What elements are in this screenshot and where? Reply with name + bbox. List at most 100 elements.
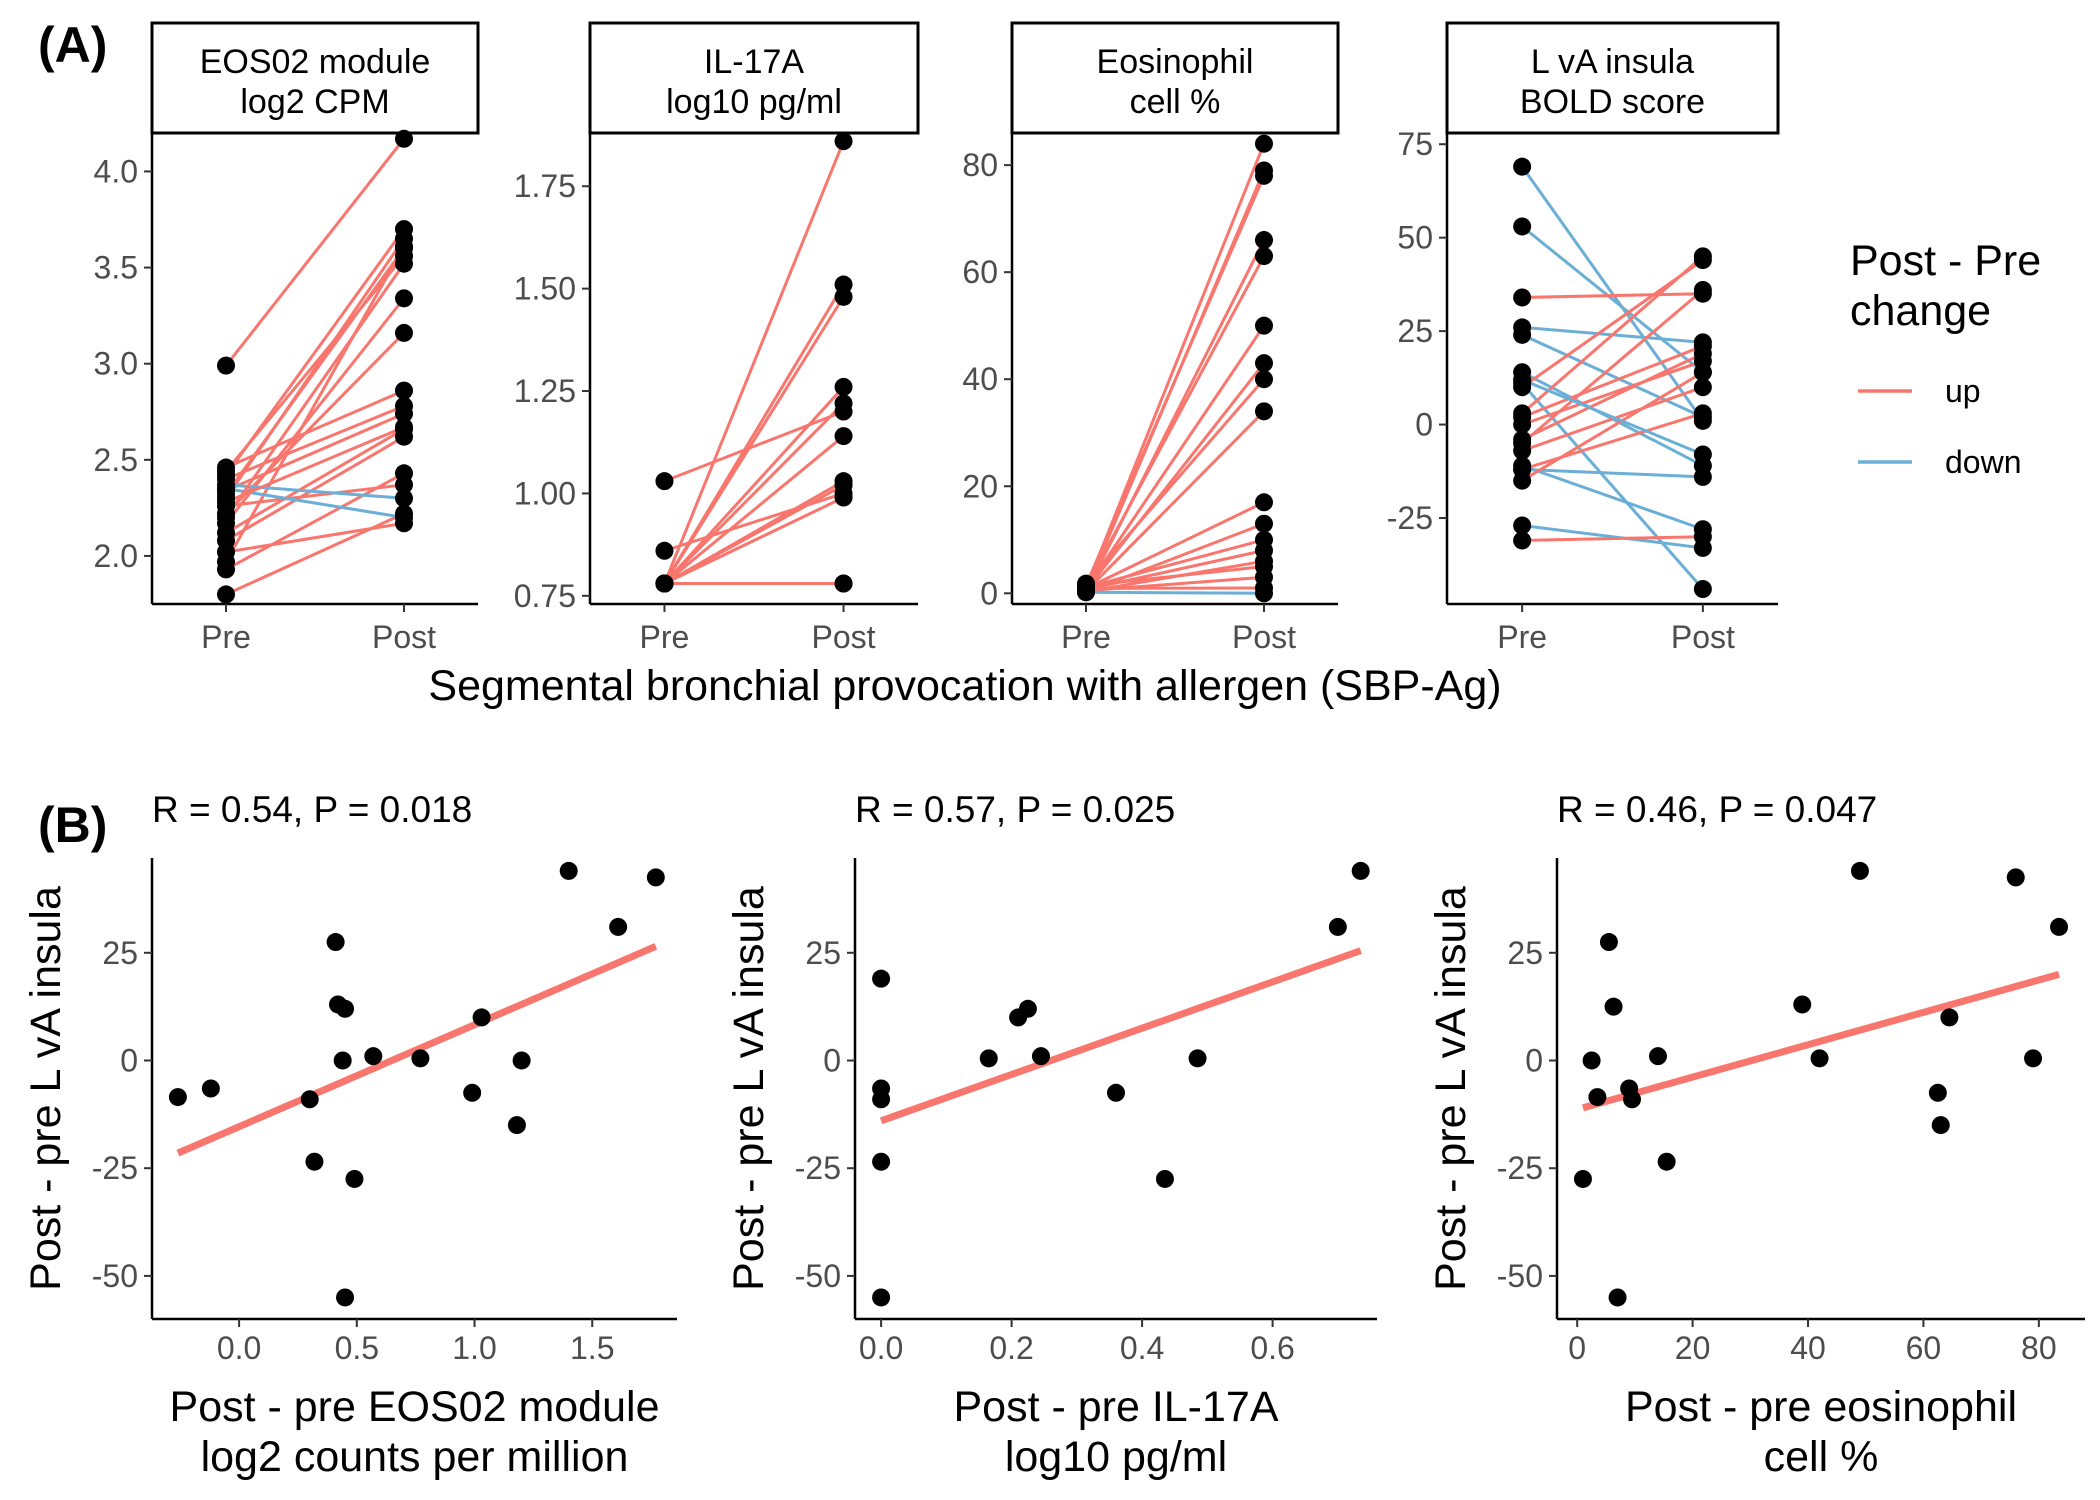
y-tick-label: 3.5 xyxy=(94,250,138,286)
scatter-point xyxy=(559,861,578,880)
y-tick-label: 25 xyxy=(102,935,138,971)
paired-line xyxy=(663,402,845,585)
y-tick-label: -50 xyxy=(1497,1258,1543,1294)
paired-line xyxy=(224,137,406,367)
pre-point xyxy=(1513,288,1532,307)
x-tick-label: Pre xyxy=(201,619,251,655)
panel-a-x-axis-title: Segmental bronchial provocation with all… xyxy=(428,662,1501,710)
y-tick-label: -25 xyxy=(92,1150,138,1186)
scatter-point xyxy=(364,1047,383,1066)
stat-text: R = 0.46, P = 0.047 xyxy=(1557,789,1877,830)
post-point xyxy=(834,287,853,306)
x-tick-label: Pre xyxy=(1061,619,1111,655)
paired-line xyxy=(224,245,406,563)
panel-label-b: (B) xyxy=(38,797,107,853)
pre-point xyxy=(217,356,236,375)
pre-point xyxy=(655,472,674,491)
x-tick-label: Post xyxy=(812,619,876,655)
paired-line xyxy=(663,296,845,585)
y-tick-label: 60 xyxy=(962,254,998,290)
paired-line xyxy=(1521,385,1704,453)
paired-line xyxy=(225,425,405,504)
x-tick-label: Post xyxy=(1671,619,1735,655)
pre-point xyxy=(1513,370,1532,389)
paired-line xyxy=(1084,324,1266,590)
post-point xyxy=(1693,404,1712,423)
pre-point xyxy=(217,485,236,504)
paired-line xyxy=(1084,378,1266,585)
paired-line xyxy=(1521,225,1704,374)
scatter-point xyxy=(411,1049,430,1068)
x-axis-title-line: log2 counts per million xyxy=(201,1433,629,1481)
post-point xyxy=(1254,134,1273,153)
paired-line xyxy=(1521,524,1704,550)
paired-line xyxy=(1084,410,1266,593)
y-tick-label: 0 xyxy=(1415,407,1433,443)
scatter-point xyxy=(646,868,665,887)
scatter-point xyxy=(507,1116,526,1135)
y-tick-label: 0 xyxy=(980,575,998,611)
y-tick-label: 25 xyxy=(1397,313,1433,349)
paired-line xyxy=(1520,165,1705,422)
scatter-point xyxy=(2050,917,2069,936)
paired-line xyxy=(1085,538,1265,589)
paired-line xyxy=(1521,352,1704,441)
scatter-point xyxy=(1018,999,1037,1018)
paired-line xyxy=(663,410,845,483)
paired-line xyxy=(224,331,406,515)
scatter-point xyxy=(1573,1169,1592,1188)
y-tick-label: 2.5 xyxy=(94,442,138,478)
scatter-point xyxy=(1351,861,1370,880)
scatter-point xyxy=(1599,933,1618,952)
legend-title-line2: change xyxy=(1850,287,1991,335)
paired-line xyxy=(1522,292,1703,299)
post-point xyxy=(1693,281,1712,299)
x-tick-label: 0.5 xyxy=(335,1330,379,1366)
post-point xyxy=(834,394,853,413)
x-tick-label: Pre xyxy=(1497,619,1547,655)
post-point xyxy=(1254,402,1273,421)
facet-title-line: IL-17A xyxy=(704,43,804,81)
post-point xyxy=(394,418,413,437)
x-tick-label: Pre xyxy=(640,619,690,655)
x-axis-title-line: Post - pre EOS02 module xyxy=(170,1383,660,1431)
regression-line xyxy=(176,943,658,1157)
scatter-point xyxy=(872,969,891,988)
scatter-point xyxy=(1604,997,1623,1016)
pre-point xyxy=(1513,325,1532,344)
paired-line xyxy=(1085,586,1265,590)
scatter-point xyxy=(326,933,345,952)
post-point xyxy=(394,239,413,258)
x-axis-title-line: cell % xyxy=(1764,1433,1879,1481)
post-point xyxy=(834,132,853,151)
scatter-point xyxy=(1657,1152,1676,1171)
x-tick-label: 0.2 xyxy=(989,1330,1033,1366)
scatter-point xyxy=(336,999,355,1018)
x-tick-label: 40 xyxy=(1790,1330,1826,1366)
pre-point xyxy=(1513,217,1532,236)
pre-point xyxy=(655,574,674,593)
stat-text: R = 0.57, P = 0.025 xyxy=(855,789,1175,830)
x-tick-label: 60 xyxy=(1906,1330,1942,1366)
facet-title-line: log2 CPM xyxy=(240,83,389,121)
x-tick-label: 0.6 xyxy=(1250,1330,1294,1366)
y-tick-label: 50 xyxy=(1397,220,1433,256)
post-point xyxy=(1693,445,1712,464)
pre-point xyxy=(1513,471,1532,490)
scatter-point xyxy=(512,1051,531,1070)
scatter-point xyxy=(305,1152,324,1171)
post-point xyxy=(1693,247,1712,266)
y-tick-label: 25 xyxy=(1507,935,1543,971)
paired-line xyxy=(1085,565,1265,588)
y-axis-title: Post - pre L vA insula xyxy=(22,886,70,1291)
paired-line xyxy=(663,483,845,585)
x-tick-label: 80 xyxy=(2021,1330,2057,1366)
paired-line xyxy=(1521,464,1704,531)
post-point xyxy=(394,129,413,148)
scatter-point xyxy=(1793,995,1812,1014)
